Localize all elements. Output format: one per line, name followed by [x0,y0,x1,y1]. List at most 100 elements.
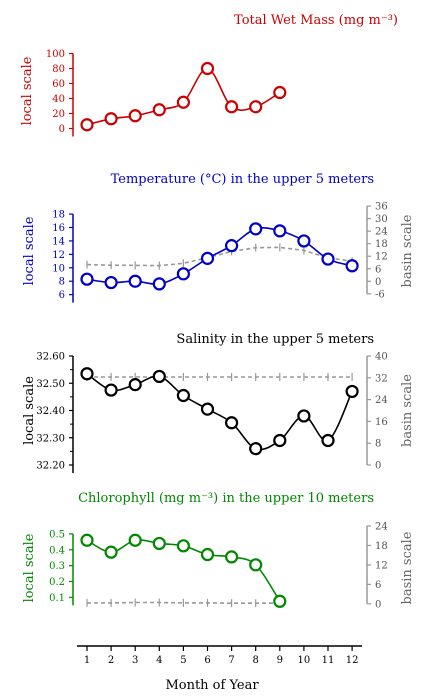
right-tick-label: 0 [375,599,381,610]
data-point [297,234,311,248]
left-tick-label: 0.5 [49,529,65,540]
left-tick-label: 0.3 [49,561,65,572]
data-point [200,402,215,416]
right-tick-label: 32 [375,373,388,384]
data-point [345,259,359,273]
left-tick-label: 80 [52,64,65,75]
right-tick-label: 24 [375,395,388,406]
left-tick-label: 32.50 [36,379,65,390]
data-point [200,61,215,76]
x-tick-label: 1 [84,655,90,666]
data-point [152,103,166,117]
left-axis-label: local scale [20,56,35,125]
right-tick-label: 36 [375,202,388,213]
left-tick-label: 100 [46,49,65,60]
left-tick-label: 16 [52,223,65,234]
data-point [321,433,335,448]
right-tick-label: 12 [375,252,388,263]
data-point [297,409,311,423]
data-point [152,369,166,384]
x-tick-label: 11 [322,655,335,666]
x-tick-label: 8 [253,655,259,666]
data-point [225,550,239,564]
local-series-line [86,373,353,451]
data-point [104,383,118,397]
right-axis-label: basin scale [400,531,415,604]
chart-title: Salinity in the upper 5 meters [176,332,374,347]
x-tick-label: 3 [132,655,138,666]
data-point [273,224,287,238]
right-tick-label: 0 [375,277,381,288]
left-tick-label: 32.40 [36,406,65,417]
left-tick-label: 0.2 [49,577,65,588]
data-point [128,109,142,123]
left-tick-label: 12 [52,250,65,261]
right-tick-label: 6 [375,580,381,591]
left-axis-label: local scale [22,216,37,285]
x-tick-label: 5 [180,655,186,666]
data-point [104,545,118,559]
left-tick-label: 0.1 [49,593,65,604]
right-tick-label: 6 [375,264,381,275]
left-axis-label: local scale [22,533,37,602]
left-tick-label: 6 [59,290,65,301]
data-point [273,594,287,608]
right-tick-label: 16 [375,417,388,428]
data-point [104,112,118,126]
x-tick-label: 4 [156,655,162,666]
data-point [200,251,215,265]
x-tick-label: 7 [228,655,234,666]
data-point [152,536,166,551]
data-point [249,100,263,114]
data-point [128,533,142,547]
data-point [128,378,142,392]
left-tick-label: 32.20 [36,461,65,472]
left-tick-label: 0.4 [49,545,65,556]
chart-title: Temperature (°C) in the upper 5 meters [111,172,374,187]
chart-panel: Chlorophyll (mg m⁻³) in the upper 10 met… [22,491,415,610]
left-tick-label: 18 [52,210,65,221]
data-point [176,267,190,281]
x-tick-label: 6 [204,655,210,666]
data-point [176,388,190,403]
data-point [273,85,287,100]
right-tick-label: 18 [375,239,388,250]
local-series-line [86,227,353,285]
left-tick-label: 14 [52,236,65,247]
data-point [321,252,335,266]
data-point [249,442,263,456]
left-tick-label: 40 [52,94,65,105]
data-point [225,416,239,430]
data-point [80,533,94,547]
right-tick-label: 0 [375,461,381,472]
basin-series-line [86,246,353,267]
x-tick-label: 10 [298,655,311,666]
chart-panel: Total Wet Mass (mg m⁻³) 0 20 40 60 80 100 local… [20,13,398,137]
data-point [176,539,190,553]
right-tick-label: 8 [375,439,381,450]
data-point [152,277,166,291]
x-axis-label: Month of Year [165,678,259,693]
right-tick-label: 24 [375,522,388,533]
data-point [176,95,190,109]
data-point [80,367,94,381]
data-point [80,272,94,286]
x-tick-label: 2 [108,655,114,666]
x-axis: 1 2 3 4 5 6 7 8 9 10 11 12 [77,645,363,666]
left-tick-label: 0 [59,124,65,135]
data-point [345,384,359,399]
right-tick-label: 24 [375,227,388,238]
left-tick-label: 60 [52,79,65,90]
chart-title: Total Wet Mass (mg m⁻³) [234,13,398,28]
data-point [80,118,94,132]
left-axis-label: local scale [22,376,37,445]
right-axis-label: basin scale [400,374,415,447]
data-point [225,239,239,253]
left-tick-label: 10 [52,263,65,274]
data-point [249,558,263,572]
left-tick-label: 32.60 [36,352,65,363]
chart-panel: Temperature (°C) in the upper 5 meters 6 8… [22,172,415,303]
right-tick-label: 30 [375,214,388,225]
data-point [225,100,239,114]
